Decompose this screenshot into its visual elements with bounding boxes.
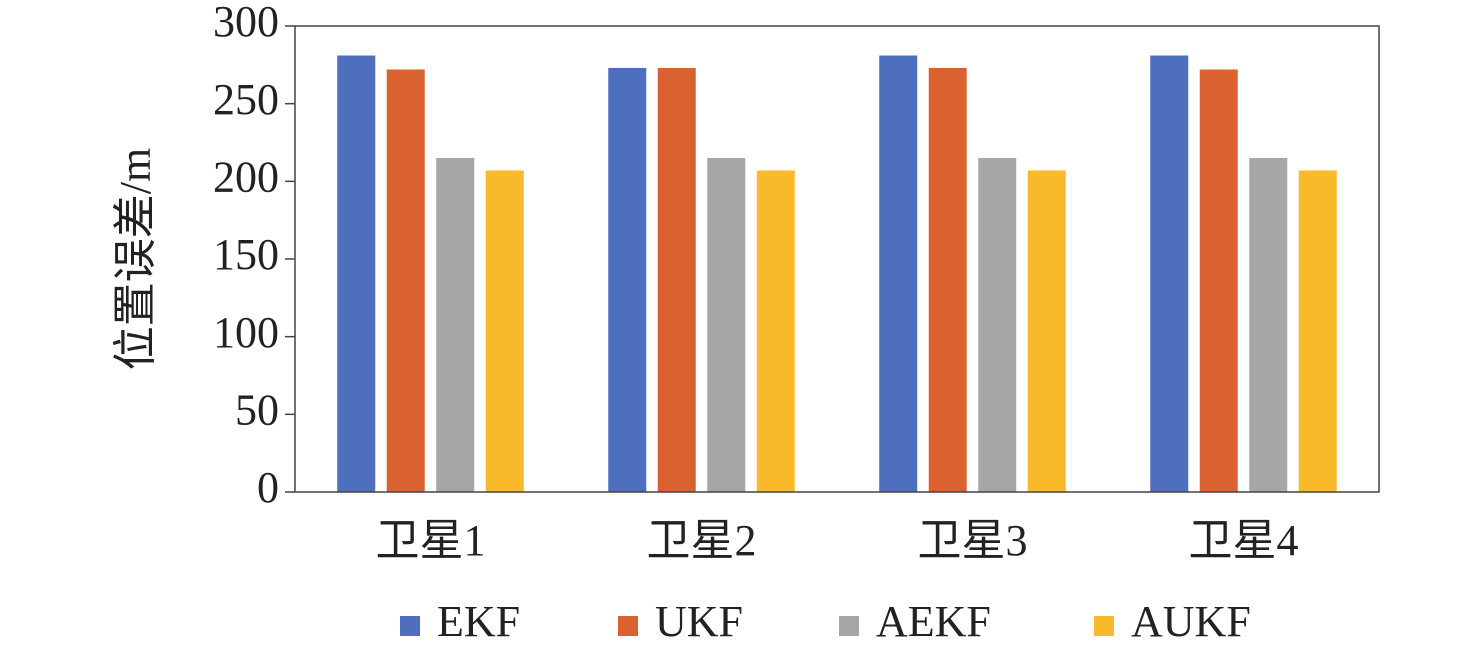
bar-ekf-4 xyxy=(1150,55,1189,492)
bar-aekf-1 xyxy=(436,158,475,493)
bar-ekf-3 xyxy=(879,55,918,492)
legend-swatch-aekf xyxy=(839,616,859,636)
y-tick-label: 100 xyxy=(213,308,279,357)
bar-aekf-3 xyxy=(978,158,1017,493)
legend-swatch-ukf xyxy=(618,616,638,636)
legend-label-ukf: UKF xyxy=(655,597,743,646)
legend-label-aekf: AEKF xyxy=(876,597,991,646)
x-axis: 卫星1 卫星2 卫星3 卫星4 xyxy=(376,516,1299,565)
bar-ukf-1 xyxy=(386,69,425,492)
bar-ukf-3 xyxy=(928,67,967,492)
bar-ukf-4 xyxy=(1199,69,1238,492)
legend: EKF UKF AEKF AUKF xyxy=(400,597,1251,646)
bar-aukf-3 xyxy=(1027,170,1066,492)
bar-ukf-2 xyxy=(657,67,696,492)
bar-aekf-4 xyxy=(1249,158,1288,493)
x-category-label: 卫星1 xyxy=(376,516,486,565)
x-category-label: 卫星2 xyxy=(647,516,757,565)
x-category-label: 卫星3 xyxy=(918,516,1028,565)
bar-ekf-1 xyxy=(337,55,376,492)
x-category-label: 卫星4 xyxy=(1189,516,1299,565)
legend-label-aukf: AUKF xyxy=(1131,597,1251,646)
bar-aukf-4 xyxy=(1298,170,1337,492)
y-tick-label: 200 xyxy=(213,152,279,201)
legend-swatch-ekf xyxy=(400,616,420,636)
bar-aekf-2 xyxy=(707,158,746,493)
bar-aukf-1 xyxy=(485,170,524,492)
y-tick-label: 50 xyxy=(235,385,279,434)
y-axis-title: 位置误差/m xyxy=(111,148,160,370)
bar-ekf-2 xyxy=(608,67,647,492)
bar-aukf-2 xyxy=(756,170,795,492)
y-tick-label: 150 xyxy=(213,230,279,279)
y-axis: 0 50 100 150 200 250 300 xyxy=(213,0,295,512)
y-tick-label: 250 xyxy=(213,75,279,124)
bars-layer xyxy=(337,55,1337,493)
y-tick-label: 300 xyxy=(213,0,279,46)
legend-swatch-aukf xyxy=(1094,616,1114,636)
y-tick-label: 0 xyxy=(257,463,279,512)
legend-label-ekf: EKF xyxy=(437,597,520,646)
